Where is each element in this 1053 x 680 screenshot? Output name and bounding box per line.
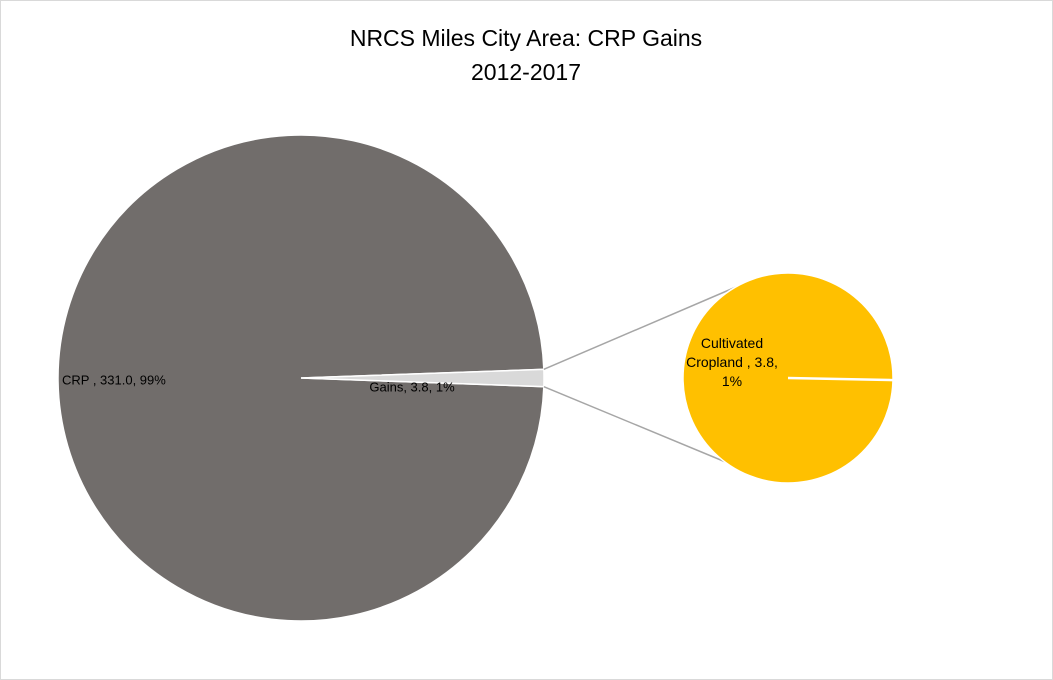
connector-line — [543, 385, 741, 469]
chart-subtitle: 2012-2017 — [471, 59, 581, 85]
data-label: Gains, 3.8, 1% — [369, 379, 455, 394]
chart-title: NRCS Miles City Area: CRP Gains — [350, 25, 702, 51]
data-label: CRP , 331.0, 99% — [62, 372, 166, 387]
data-label-box: Cultivated Cropland , 3.8, 1% — [686, 335, 778, 389]
connector-line — [543, 286, 737, 371]
pie-slice — [57, 134, 545, 622]
slice-border — [787, 376, 894, 382]
data-label: Cultivated Cropland , 3.8, 1% — [686, 335, 778, 389]
pie-slice — [300, 368, 545, 388]
